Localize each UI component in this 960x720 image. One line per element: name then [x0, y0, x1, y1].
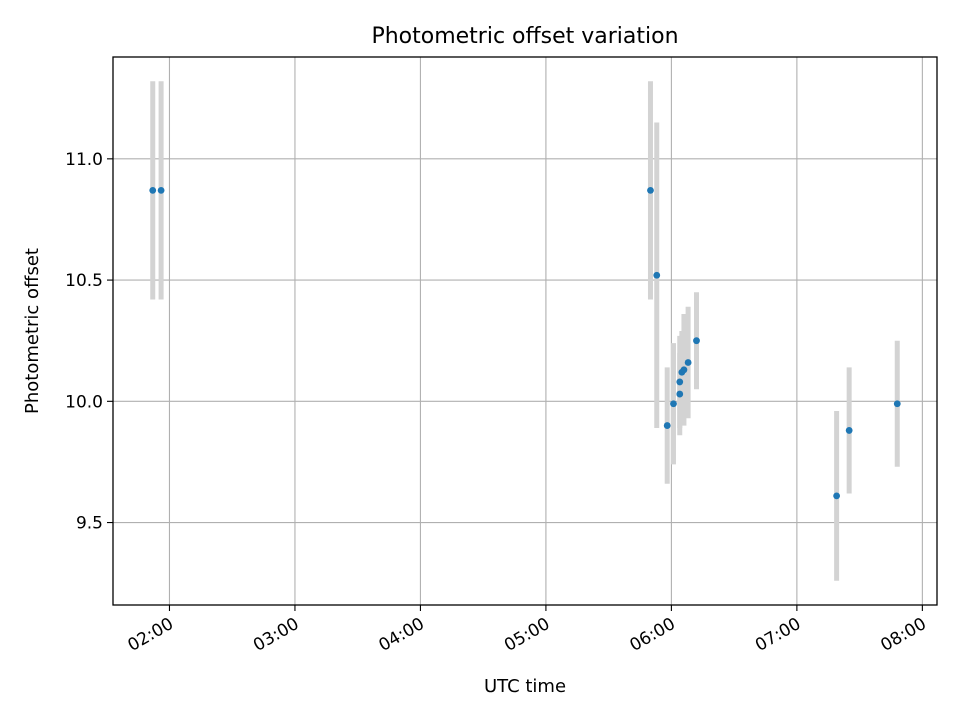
data-point — [676, 378, 684, 386]
data-point — [653, 271, 661, 279]
data-point — [676, 390, 684, 398]
data-points — [149, 186, 901, 500]
data-point — [893, 400, 901, 408]
data-point — [663, 422, 671, 429]
x-axis-label: UTC time — [484, 676, 566, 697]
data-point — [693, 337, 700, 345]
y-tick-label: 10.0 — [65, 392, 103, 412]
data-point — [157, 186, 165, 194]
data-point — [833, 492, 841, 500]
plot-frame — [112, 56, 938, 606]
data-point — [684, 359, 692, 366]
y-tick-label: 10.5 — [65, 271, 103, 291]
chart-title: Photometric offset variation — [371, 24, 678, 49]
y-axis-ticks: 9.5 10.0 10.5 11.0 — [65, 150, 113, 534]
data-point — [680, 366, 688, 374]
grid-lines — [113, 57, 937, 605]
y-tick-label: 9.5 — [76, 514, 103, 534]
data-point — [647, 186, 654, 194]
y-axis-label: Photometric offset — [22, 248, 43, 414]
y-tick-label: 11.0 — [65, 150, 103, 170]
data-point — [149, 186, 157, 194]
data-point — [845, 427, 853, 434]
data-point — [670, 400, 677, 408]
